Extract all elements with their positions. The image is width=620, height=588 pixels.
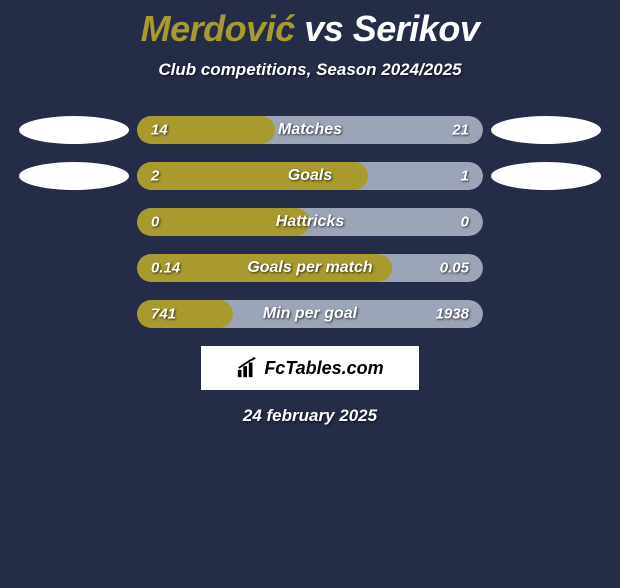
player1-oval (19, 162, 129, 190)
stat-value-right: 0.05 (440, 260, 469, 277)
bar-fill (137, 162, 368, 190)
subtitle: Club competitions, Season 2024/2025 (0, 60, 620, 80)
stat-row: 741 1938 Min per goal (0, 300, 620, 328)
player2-name: Serikov (353, 8, 480, 49)
stat-bar: 0 0 Hattricks (137, 208, 483, 236)
chart-icon (236, 357, 258, 379)
footer-date: 24 february 2025 (0, 406, 620, 426)
stat-value-left: 0 (151, 214, 159, 231)
stat-value-left: 14 (151, 122, 168, 139)
stat-bar: 741 1938 Min per goal (137, 300, 483, 328)
stat-value-right: 1 (461, 168, 469, 185)
stat-row: 2 1 Goals (0, 162, 620, 190)
brand-text: FcTables.com (264, 358, 383, 379)
player1-name: Merdović (141, 8, 295, 49)
stat-label: Matches (278, 121, 342, 139)
stat-value-left: 0.14 (151, 260, 180, 277)
stat-bar: 14 21 Matches (137, 116, 483, 144)
stat-value-left: 741 (151, 306, 176, 323)
stat-row: 0.14 0.05 Goals per match (0, 254, 620, 282)
stat-label: Hattricks (276, 213, 344, 231)
player2-oval (491, 162, 601, 190)
stat-label: Goals (288, 167, 332, 185)
brand-badge: FcTables.com (201, 346, 419, 390)
stat-label: Min per goal (263, 305, 357, 323)
stat-value-right: 1938 (436, 306, 469, 323)
player2-oval (491, 116, 601, 144)
stat-value-left: 2 (151, 168, 159, 185)
player1-oval (19, 116, 129, 144)
title-vs: vs (304, 8, 343, 49)
stat-bar: 2 1 Goals (137, 162, 483, 190)
stat-value-right: 21 (452, 122, 469, 139)
stats-container: 1421Matches21Goals00Hattricks0.140.05Goa… (0, 116, 620, 328)
stat-bar: 0.14 0.05 Goals per match (137, 254, 483, 282)
stat-row: 0 0 Hattricks (0, 208, 620, 236)
comparison-title: Merdović vs Serikov (0, 8, 620, 50)
stat-row: 14 21 Matches (0, 116, 620, 144)
stat-value-right: 0 (461, 214, 469, 231)
stat-label: Goals per match (247, 259, 372, 277)
